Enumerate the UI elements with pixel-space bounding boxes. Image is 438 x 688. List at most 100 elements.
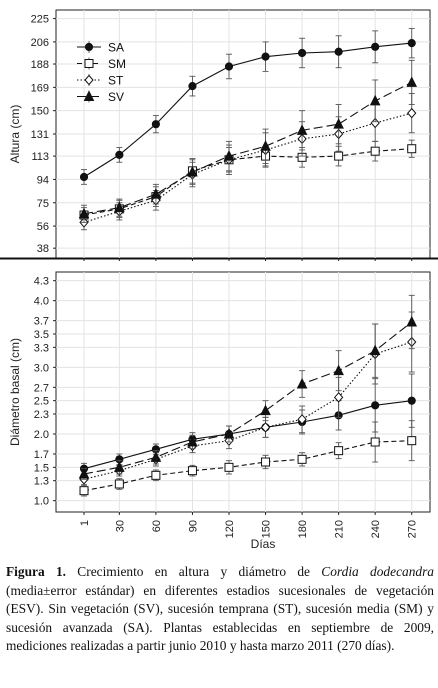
legend: SA SM ST SV: [77, 41, 126, 104]
x-tick-label: 60: [151, 520, 163, 532]
top-y-tick-label: 56: [37, 221, 49, 233]
top-point-sv: [369, 94, 381, 106]
bottom-point-sm: [114, 479, 124, 489]
bottom-series-line-sm: [83, 440, 412, 492]
bottom-point-sv: [223, 427, 235, 439]
bottom-y-tick-label: 1.7: [34, 449, 49, 461]
bottom-point-st: [333, 392, 344, 403]
legend-item-sv: SV: [77, 90, 124, 104]
top-point-sv: [296, 124, 308, 135]
top-point-sa: [371, 42, 380, 51]
x-tick-label: 120: [224, 520, 236, 538]
bottom-y-tick-label: 3.0: [34, 362, 49, 374]
bottom-point-sa: [371, 401, 380, 410]
x-tick-label: 150: [261, 520, 273, 538]
top-y-tick-label: 225: [31, 14, 49, 26]
top-y-axis-label: Altura (cm): [8, 105, 22, 164]
bottom-y-tick-label: 1.0: [34, 496, 49, 508]
bottom-series-layer: [78, 294, 418, 497]
legend-marker-st: [84, 74, 94, 86]
bottom-series-sm: [79, 420, 417, 497]
legend-marker-sa: [84, 42, 94, 52]
x-axis-label: Días: [251, 537, 276, 551]
top-point-sa: [115, 150, 124, 159]
bottom-y-tick-labels: 1.0 1.3 1.51.7 2.0 2.32.5 2.7 3.0 3.33.53.7 4.0 4…: [34, 276, 49, 508]
top-y-tick-label: 188: [31, 59, 49, 71]
bottom-point-sm: [79, 486, 89, 496]
bottom-y-tick-label: 4.0: [34, 296, 49, 308]
bottom-point-sm: [187, 466, 197, 476]
top-point-sa: [188, 82, 197, 91]
legend-label-sm: SM: [108, 57, 126, 71]
top-point-sa: [224, 62, 234, 71]
x-tick-label: 240: [370, 520, 382, 538]
bottom-y-tick-label: 2.7: [34, 382, 49, 394]
top-point-st: [407, 107, 417, 119]
bottom-point-sv: [187, 435, 198, 447]
top-series-layer: [78, 27, 418, 231]
bottom-point-sm: [297, 454, 307, 464]
caption-text-after: (media±error estándar) en diferentes est…: [6, 582, 434, 654]
bottom-point-sv: [406, 315, 418, 327]
bottom-point-sm: [334, 446, 344, 456]
x-tick-label: 1: [79, 520, 91, 526]
top-point-sv: [333, 118, 344, 129]
bottom-point-sm: [224, 462, 234, 472]
bottom-y-tick-label: 2.3: [34, 409, 49, 421]
top-y-tick-label: 75: [37, 198, 49, 210]
bottom-y-tick-label: 2.0: [34, 429, 49, 441]
top-y-tick-label: 150: [31, 106, 49, 118]
bottom-point-sv: [260, 404, 271, 416]
top-y-tick-label: 113: [31, 151, 49, 163]
bottom-point-st: [260, 422, 271, 433]
legend-label-sv: SV: [108, 90, 124, 104]
top-y-tick-label: 38: [37, 243, 49, 255]
legend-item-st: ST: [77, 74, 124, 88]
top-point-sv: [114, 201, 125, 213]
legend-marker-sv: [83, 90, 95, 101]
bottom-y-tick-label: 3.7: [34, 316, 49, 328]
legend-item-sa: SA: [77, 41, 124, 55]
top-series-line-sa: [83, 42, 412, 178]
bottom-y-tick-label: 3.5: [34, 329, 49, 341]
caption-label: Figura 1.: [6, 564, 67, 579]
caption-text-before: Crecimiento en altura y diámetro de: [66, 564, 322, 579]
bottom-y-tick-label: 4.3: [34, 276, 49, 288]
top-point-sa: [334, 47, 343, 56]
top-point-sm: [407, 144, 417, 154]
bottom-series-sv: [78, 294, 418, 480]
x-tick-label: 270: [407, 520, 419, 538]
legend-item-sm: SM: [77, 57, 126, 71]
legend-label-st: ST: [108, 74, 124, 88]
bottom-series-line-st: [83, 341, 412, 480]
top-series-line-st: [83, 112, 412, 223]
bottom-point-sv: [114, 461, 125, 472]
bottom-point-sm: [151, 470, 161, 480]
top-y-tick-label: 131: [31, 129, 49, 141]
top-point-sm: [334, 151, 344, 161]
top-y-tick-label: 206: [31, 37, 49, 49]
top-point-sa: [407, 39, 416, 48]
bottom-y-tick-label: 1.5: [34, 462, 49, 474]
legend-label-sa: SA: [108, 41, 124, 55]
x-tick-label: 210: [334, 520, 346, 538]
top-point-sv: [150, 188, 162, 199]
top-y-tick-label: 94: [37, 174, 49, 186]
top-point-sv: [78, 207, 90, 219]
top-point-sv: [187, 165, 198, 177]
bottom-y-tick-label: 1.3: [34, 476, 49, 488]
figure-caption: Figura 1. Crecimiento en altura y diámet…: [6, 563, 434, 656]
top-series-line-sv: [83, 81, 412, 215]
top-point-sv: [260, 140, 271, 151]
bottom-point-sm: [261, 457, 271, 467]
caption-species: Cordia dodecandra: [321, 564, 435, 579]
top-point-sa: [261, 52, 270, 61]
top-point-sa: [151, 120, 160, 129]
top-y-tick-labels: 38 56 75 94 113 131 150 169 188 206 225: [31, 14, 49, 256]
top-series-sa: [79, 27, 416, 185]
bottom-series-line-sv: [83, 321, 413, 475]
bottom-panel-frame: [55, 271, 431, 513]
bottom-point-sa: [407, 396, 416, 405]
bottom-y-tick-label: 2.5: [34, 396, 49, 408]
